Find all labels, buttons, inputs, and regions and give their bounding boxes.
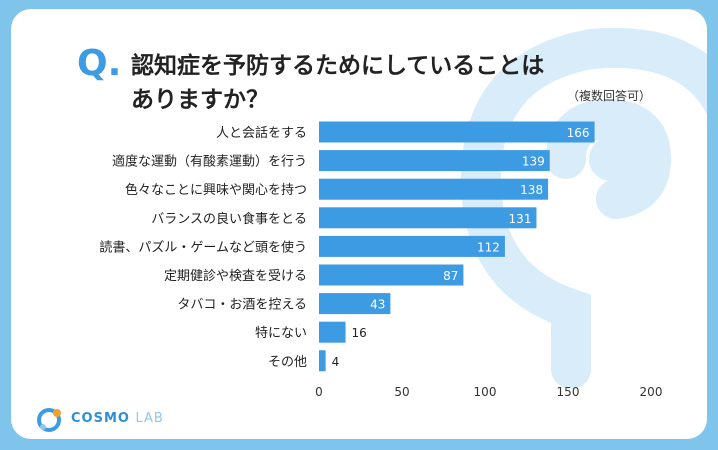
- cosmo-lab-logo-icon: [37, 408, 61, 432]
- data-label: 4: [332, 355, 340, 369]
- category-label: 色々なことに興味や関心を持つ: [125, 182, 307, 198]
- bar: [319, 178, 549, 200]
- category-label: その他: [268, 355, 307, 370]
- category-label: 人と会話をする: [216, 125, 307, 141]
- category-label: 特にない: [255, 326, 307, 341]
- data-label: 87: [443, 269, 458, 283]
- category-label: バランスの良い食事をとる: [151, 211, 307, 227]
- question-mark: Q.: [77, 43, 122, 84]
- logo-text: COSMO LAB: [71, 411, 164, 426]
- bar: [319, 321, 346, 343]
- x-tick-label: 150: [557, 385, 580, 399]
- data-label: 16: [352, 326, 367, 340]
- data-label: 139: [522, 155, 545, 169]
- bar: [319, 207, 537, 229]
- logo-suffix: LAB: [135, 411, 164, 426]
- bar: [319, 150, 550, 172]
- data-label: 166: [567, 126, 590, 140]
- data-label: 138: [520, 183, 543, 197]
- bar: [319, 350, 326, 372]
- data-label: 112: [477, 240, 500, 254]
- bar-chart: 0 50 100 150 200 人と会話をする 166 適度な運動（有酸素運動）を行う 139…: [99, 121, 663, 399]
- category-label: 定期健診や検査を受ける: [164, 268, 307, 284]
- bar: [319, 235, 505, 257]
- title-line-1: 認知症を予防するためにしていることは: [131, 53, 545, 79]
- bar: [319, 121, 595, 143]
- data-label: 43: [370, 298, 385, 312]
- category-label: タバコ・お酒を控える: [177, 298, 307, 313]
- title-line-2: ありますか？: [131, 87, 269, 113]
- category-label: 適度な運動（有酸素運動）を行う: [112, 154, 307, 170]
- logo-name: COSMO: [71, 411, 130, 426]
- bar: [319, 264, 464, 286]
- category-label: 読書、パズル・ゲームなど頭を使う: [99, 239, 307, 255]
- bar: [319, 293, 391, 315]
- data-label: 131: [509, 212, 532, 226]
- x-tick-label: 0: [315, 385, 323, 399]
- page-title: 認知症を予防するためにしていることは ありますか？: [131, 49, 691, 117]
- multiple-answer-note: （複数回答可）: [567, 89, 652, 103]
- x-tick-label: 200: [640, 385, 663, 399]
- x-tick-label: 100: [474, 385, 497, 399]
- card: Q. 認知症を予防するためにしていることは ありますか？ （複数回答可） 0 50…: [11, 9, 707, 439]
- x-tick-label: 50: [394, 385, 409, 399]
